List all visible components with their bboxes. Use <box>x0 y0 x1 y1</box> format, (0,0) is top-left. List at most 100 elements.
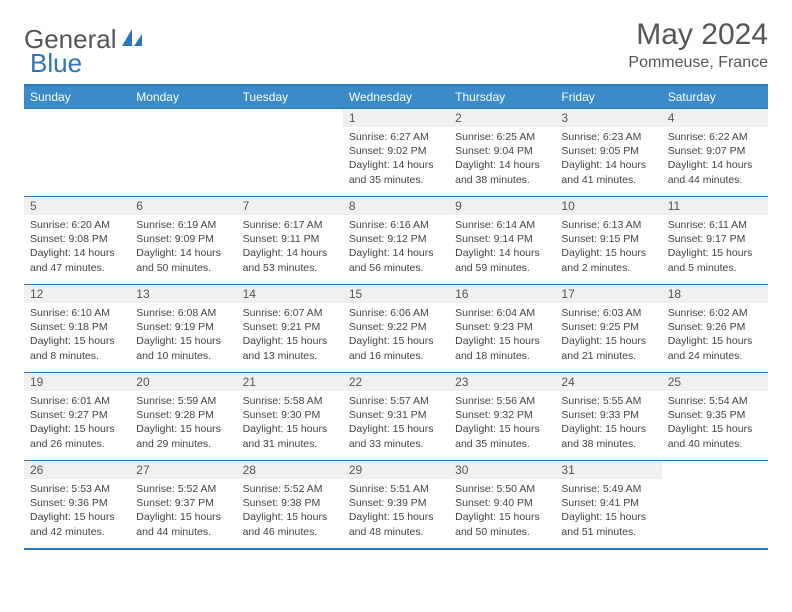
day-number: 21 <box>237 373 343 391</box>
day-number: 9 <box>449 197 555 215</box>
calendar-cell: 29Sunrise: 5:51 AMSunset: 9:39 PMDayligh… <box>343 461 449 549</box>
weekday-header-row: SundayMondayTuesdayWednesdayThursdayFrid… <box>24 85 768 109</box>
weekday-header: Thursday <box>449 85 555 109</box>
day-number: 12 <box>24 285 130 303</box>
calendar-cell: 4Sunrise: 6:22 AMSunset: 9:07 PMDaylight… <box>662 109 768 197</box>
weekday-header: Monday <box>130 85 236 109</box>
day-number: 25 <box>662 373 768 391</box>
day-info: Sunrise: 6:13 AMSunset: 9:15 PMDaylight:… <box>555 215 661 280</box>
calendar-cell: 30Sunrise: 5:50 AMSunset: 9:40 PMDayligh… <box>449 461 555 549</box>
day-number: 1 <box>343 109 449 127</box>
day-number: 8 <box>343 197 449 215</box>
location: Pommeuse, France <box>628 54 768 72</box>
calendar-cell <box>24 109 130 197</box>
calendar-table: SundayMondayTuesdayWednesdayThursdayFrid… <box>24 84 768 550</box>
calendar-cell: 5Sunrise: 6:20 AMSunset: 9:08 PMDaylight… <box>24 197 130 285</box>
calendar-week: 5Sunrise: 6:20 AMSunset: 9:08 PMDaylight… <box>24 197 768 285</box>
day-number: 6 <box>130 197 236 215</box>
day-info: Sunrise: 6:04 AMSunset: 9:23 PMDaylight:… <box>449 303 555 368</box>
header: General May 2024 Pommeuse, France <box>24 18 768 72</box>
day-info: Sunrise: 5:56 AMSunset: 9:32 PMDaylight:… <box>449 391 555 456</box>
day-info: Sunrise: 6:01 AMSunset: 9:27 PMDaylight:… <box>24 391 130 456</box>
day-number: 18 <box>662 285 768 303</box>
day-info: Sunrise: 6:08 AMSunset: 9:19 PMDaylight:… <box>130 303 236 368</box>
day-info: Sunrise: 6:17 AMSunset: 9:11 PMDaylight:… <box>237 215 343 280</box>
day-info: Sunrise: 5:57 AMSunset: 9:31 PMDaylight:… <box>343 391 449 456</box>
calendar-cell <box>237 109 343 197</box>
day-info: Sunrise: 6:03 AMSunset: 9:25 PMDaylight:… <box>555 303 661 368</box>
calendar-cell: 11Sunrise: 6:11 AMSunset: 9:17 PMDayligh… <box>662 197 768 285</box>
day-info: Sunrise: 5:52 AMSunset: 9:38 PMDaylight:… <box>237 479 343 544</box>
day-info: Sunrise: 5:49 AMSunset: 9:41 PMDaylight:… <box>555 479 661 544</box>
day-info: Sunrise: 6:19 AMSunset: 9:09 PMDaylight:… <box>130 215 236 280</box>
weekday-header: Tuesday <box>237 85 343 109</box>
day-info: Sunrise: 6:11 AMSunset: 9:17 PMDaylight:… <box>662 215 768 280</box>
day-number: 10 <box>555 197 661 215</box>
calendar-week: 26Sunrise: 5:53 AMSunset: 9:36 PMDayligh… <box>24 461 768 549</box>
weekday-header: Friday <box>555 85 661 109</box>
month-title: May 2024 <box>628 18 768 52</box>
day-number: 26 <box>24 461 130 479</box>
calendar-week: 19Sunrise: 6:01 AMSunset: 9:27 PMDayligh… <box>24 373 768 461</box>
day-number: 22 <box>343 373 449 391</box>
day-info: Sunrise: 6:25 AMSunset: 9:04 PMDaylight:… <box>449 127 555 192</box>
day-info: Sunrise: 5:50 AMSunset: 9:40 PMDaylight:… <box>449 479 555 544</box>
logo-text-2: Blue <box>30 48 82 79</box>
weekday-header: Saturday <box>662 85 768 109</box>
calendar-cell: 23Sunrise: 5:56 AMSunset: 9:32 PMDayligh… <box>449 373 555 461</box>
calendar-cell: 8Sunrise: 6:16 AMSunset: 9:12 PMDaylight… <box>343 197 449 285</box>
calendar-cell <box>662 461 768 549</box>
day-info: Sunrise: 5:51 AMSunset: 9:39 PMDaylight:… <box>343 479 449 544</box>
day-number: 14 <box>237 285 343 303</box>
logo-sail-icon <box>121 24 143 55</box>
day-number: 5 <box>24 197 130 215</box>
calendar-week: 1Sunrise: 6:27 AMSunset: 9:02 PMDaylight… <box>24 109 768 197</box>
day-info: Sunrise: 6:27 AMSunset: 9:02 PMDaylight:… <box>343 127 449 192</box>
day-number: 7 <box>237 197 343 215</box>
day-number: 27 <box>130 461 236 479</box>
calendar-cell: 1Sunrise: 6:27 AMSunset: 9:02 PMDaylight… <box>343 109 449 197</box>
weekday-header: Wednesday <box>343 85 449 109</box>
calendar-cell: 15Sunrise: 6:06 AMSunset: 9:22 PMDayligh… <box>343 285 449 373</box>
day-info: Sunrise: 6:02 AMSunset: 9:26 PMDaylight:… <box>662 303 768 368</box>
calendar-cell: 28Sunrise: 5:52 AMSunset: 9:38 PMDayligh… <box>237 461 343 549</box>
calendar-cell: 3Sunrise: 6:23 AMSunset: 9:05 PMDaylight… <box>555 109 661 197</box>
calendar-cell <box>130 109 236 197</box>
calendar-cell: 21Sunrise: 5:58 AMSunset: 9:30 PMDayligh… <box>237 373 343 461</box>
calendar-cell: 25Sunrise: 5:54 AMSunset: 9:35 PMDayligh… <box>662 373 768 461</box>
day-number: 29 <box>343 461 449 479</box>
day-info: Sunrise: 6:14 AMSunset: 9:14 PMDaylight:… <box>449 215 555 280</box>
day-info: Sunrise: 6:23 AMSunset: 9:05 PMDaylight:… <box>555 127 661 192</box>
title-block: May 2024 Pommeuse, France <box>628 18 768 72</box>
day-number: 15 <box>343 285 449 303</box>
day-number: 20 <box>130 373 236 391</box>
day-info: Sunrise: 5:54 AMSunset: 9:35 PMDaylight:… <box>662 391 768 456</box>
day-number: 31 <box>555 461 661 479</box>
calendar-cell: 12Sunrise: 6:10 AMSunset: 9:18 PMDayligh… <box>24 285 130 373</box>
day-number: 16 <box>449 285 555 303</box>
day-number: 3 <box>555 109 661 127</box>
calendar-cell: 19Sunrise: 6:01 AMSunset: 9:27 PMDayligh… <box>24 373 130 461</box>
day-info: Sunrise: 6:06 AMSunset: 9:22 PMDaylight:… <box>343 303 449 368</box>
day-info: Sunrise: 5:58 AMSunset: 9:30 PMDaylight:… <box>237 391 343 456</box>
weekday-header: Sunday <box>24 85 130 109</box>
day-info: Sunrise: 5:59 AMSunset: 9:28 PMDaylight:… <box>130 391 236 456</box>
calendar-cell: 20Sunrise: 5:59 AMSunset: 9:28 PMDayligh… <box>130 373 236 461</box>
calendar-cell: 26Sunrise: 5:53 AMSunset: 9:36 PMDayligh… <box>24 461 130 549</box>
calendar-cell: 13Sunrise: 6:08 AMSunset: 9:19 PMDayligh… <box>130 285 236 373</box>
day-info: Sunrise: 6:20 AMSunset: 9:08 PMDaylight:… <box>24 215 130 280</box>
day-number: 24 <box>555 373 661 391</box>
day-info: Sunrise: 6:07 AMSunset: 9:21 PMDaylight:… <box>237 303 343 368</box>
day-number: 30 <box>449 461 555 479</box>
day-info: Sunrise: 6:10 AMSunset: 9:18 PMDaylight:… <box>24 303 130 368</box>
day-number: 2 <box>449 109 555 127</box>
calendar-cell: 14Sunrise: 6:07 AMSunset: 9:21 PMDayligh… <box>237 285 343 373</box>
day-info: Sunrise: 6:16 AMSunset: 9:12 PMDaylight:… <box>343 215 449 280</box>
calendar-cell: 10Sunrise: 6:13 AMSunset: 9:15 PMDayligh… <box>555 197 661 285</box>
calendar-cell: 27Sunrise: 5:52 AMSunset: 9:37 PMDayligh… <box>130 461 236 549</box>
day-number: 17 <box>555 285 661 303</box>
calendar-cell: 31Sunrise: 5:49 AMSunset: 9:41 PMDayligh… <box>555 461 661 549</box>
day-number: 11 <box>662 197 768 215</box>
day-info: Sunrise: 6:22 AMSunset: 9:07 PMDaylight:… <box>662 127 768 192</box>
calendar-cell: 7Sunrise: 6:17 AMSunset: 9:11 PMDaylight… <box>237 197 343 285</box>
